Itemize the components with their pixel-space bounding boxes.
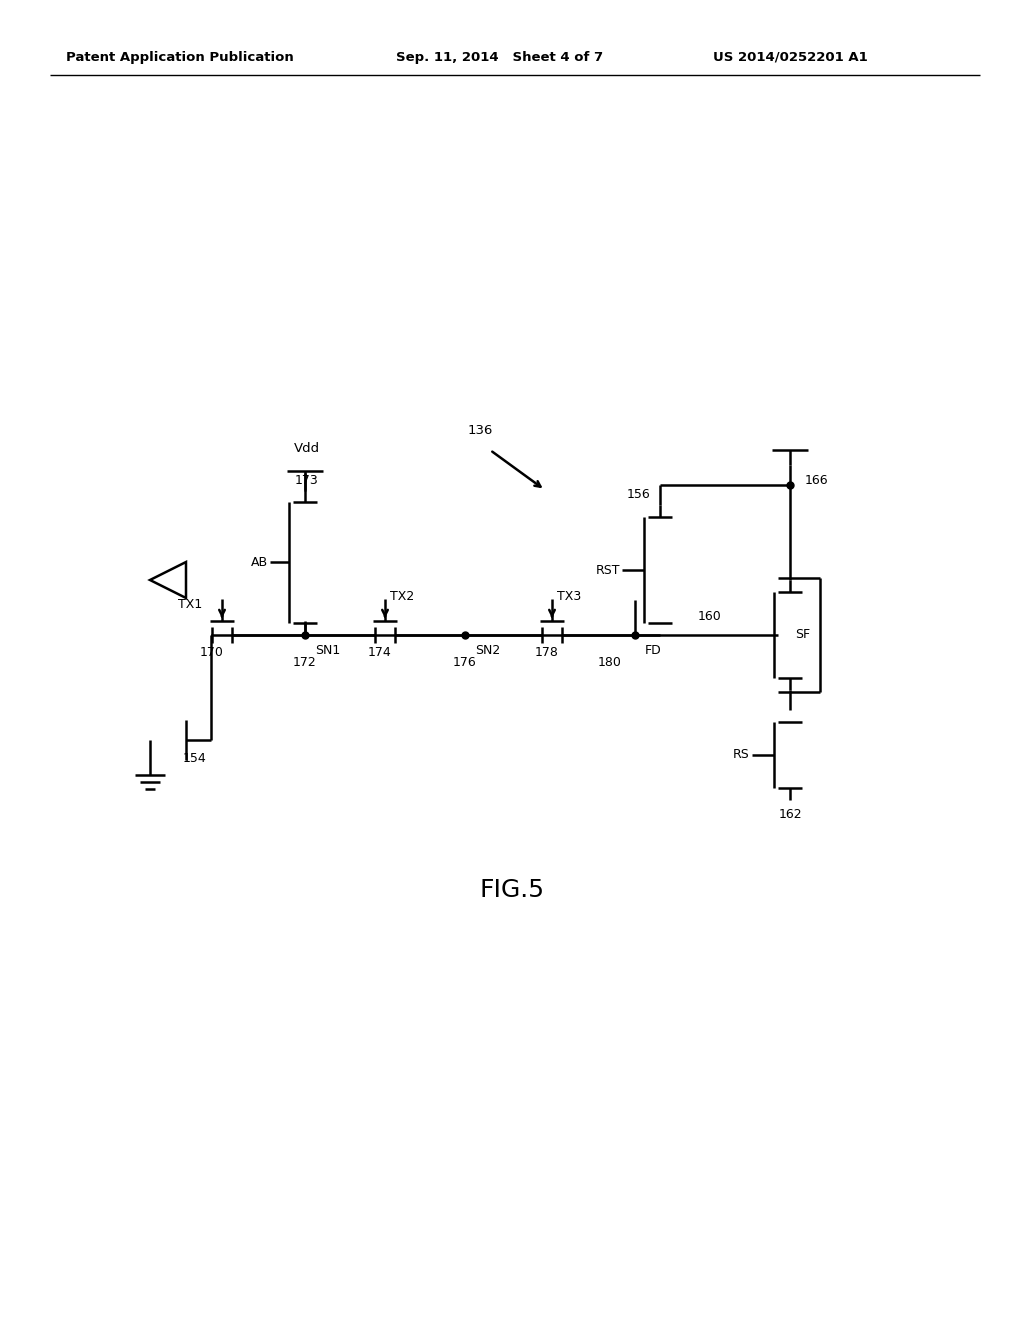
Text: 174: 174 — [368, 647, 392, 660]
Text: 170: 170 — [200, 647, 224, 660]
Text: 166: 166 — [805, 474, 828, 487]
Text: 156: 156 — [627, 488, 650, 502]
Text: 162: 162 — [778, 808, 802, 821]
Text: Sep. 11, 2014   Sheet 4 of 7: Sep. 11, 2014 Sheet 4 of 7 — [396, 50, 603, 63]
Text: TX3: TX3 — [557, 590, 582, 603]
Text: 160: 160 — [698, 610, 722, 623]
Text: RS: RS — [733, 748, 750, 762]
Text: 154: 154 — [183, 751, 207, 764]
Text: Vdd: Vdd — [294, 441, 321, 454]
Text: 180: 180 — [598, 656, 622, 669]
Text: RST: RST — [596, 564, 620, 577]
Text: SN1: SN1 — [315, 644, 340, 656]
Text: 173: 173 — [295, 474, 318, 487]
Text: FD: FD — [645, 644, 662, 656]
Text: TX1: TX1 — [178, 598, 202, 611]
Text: 136: 136 — [467, 424, 493, 437]
Text: US 2014/0252201 A1: US 2014/0252201 A1 — [713, 50, 867, 63]
Text: TX2: TX2 — [390, 590, 415, 603]
Text: 176: 176 — [454, 656, 477, 669]
Text: Patent Application Publication: Patent Application Publication — [67, 50, 294, 63]
Text: SN2: SN2 — [475, 644, 501, 656]
Text: AB: AB — [251, 556, 268, 569]
Text: 172: 172 — [293, 656, 316, 669]
Text: SF: SF — [795, 628, 810, 642]
Text: FIG.5: FIG.5 — [479, 878, 545, 902]
Text: 178: 178 — [536, 647, 559, 660]
